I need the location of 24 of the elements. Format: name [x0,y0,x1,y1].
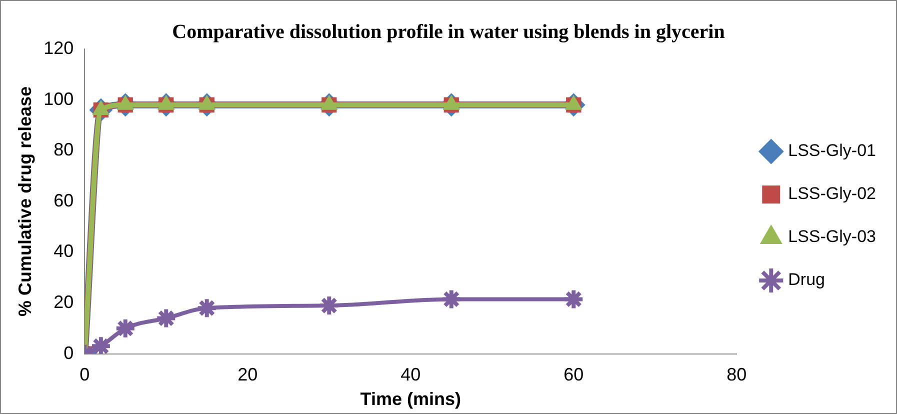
y-tick-label: 0 [64,342,74,363]
y-tick-label: 80 [54,140,74,160]
legend-label: LSS-Gly-01 [788,141,876,160]
y-tick-label: 60 [54,190,74,210]
point [562,288,585,310]
x-axis-title: Time (mins) [360,389,461,410]
y-tick-label: 20 [54,292,74,312]
y-axis-title: % Cumulative drug release [14,86,35,316]
x-tick-label: 20 [238,364,258,385]
legend-label: LSS-Gly-02 [788,184,876,204]
y-tick-label: 120 [44,38,74,58]
point [114,317,136,340]
y-tick-label: 100 [44,88,74,109]
x-tick-label: 0 [80,364,90,385]
legend-label: Drug [788,270,825,290]
point [196,297,218,320]
chart-title: Comparative dissolution profile in water using blends in glycerin [172,21,725,44]
point [155,307,178,330]
point [440,288,462,310]
legend-label: LSS-Gly-03 [788,227,876,246]
x-tick-label: 60 [564,364,584,385]
y-tick-label: 40 [54,241,74,262]
x-tick-label: 40 [400,364,421,385]
x-tick-label: 80 [726,364,747,385]
